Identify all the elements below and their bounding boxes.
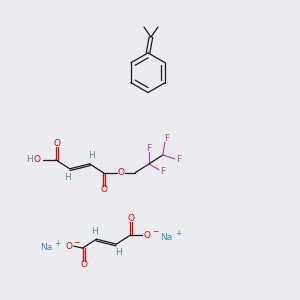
Text: O: O — [118, 168, 125, 177]
Text: −: − — [152, 227, 158, 236]
Text: O: O — [53, 139, 60, 148]
Text: H: H — [88, 152, 95, 160]
Text: O: O — [34, 155, 40, 164]
Text: H: H — [26, 155, 32, 164]
Text: O: O — [128, 214, 135, 223]
Text: +: + — [176, 229, 182, 238]
Text: Na: Na — [160, 233, 172, 242]
Text: −: − — [74, 238, 80, 247]
Text: O: O — [101, 185, 108, 194]
Text: O: O — [143, 231, 151, 240]
Text: F: F — [176, 155, 181, 164]
Text: O: O — [65, 242, 72, 250]
Text: O: O — [80, 260, 87, 269]
Text: F: F — [164, 134, 169, 142]
Text: Na: Na — [40, 243, 52, 252]
Text: F: F — [160, 167, 165, 176]
Text: H: H — [64, 173, 71, 182]
Text: F: F — [146, 143, 152, 152]
Text: +: + — [55, 238, 61, 247]
Text: H: H — [115, 248, 122, 256]
Text: H: H — [91, 227, 98, 236]
